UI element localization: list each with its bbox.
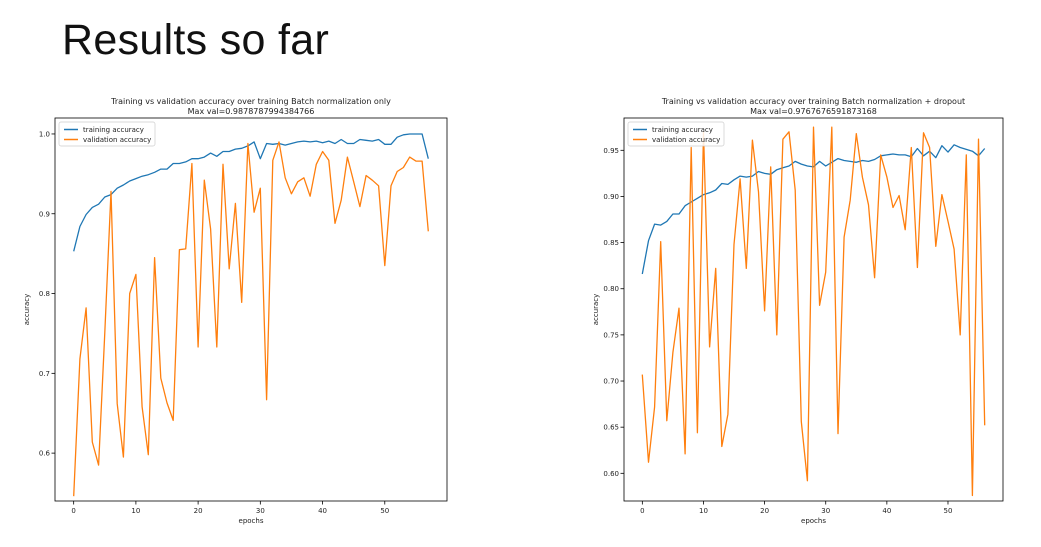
chart-batchnorm-only: Training vs validation accuracy over tra…	[12, 94, 482, 539]
y-tick-label: 0.7	[39, 370, 50, 378]
y-tick-label: 0.9	[39, 210, 50, 218]
plot-frame	[623, 117, 1004, 502]
chart-subtitle: Max val=0.9767676591873168	[750, 107, 877, 116]
legend-label: validation accuracy	[652, 136, 720, 144]
plot-frame	[54, 117, 448, 502]
x-tick-label: 50	[380, 507, 389, 515]
slide-title: Results so far	[62, 16, 330, 64]
y-tick-label: 0.75	[603, 331, 619, 339]
legend-box	[627, 121, 725, 147]
y-tick-label: 0.8	[39, 290, 50, 298]
y-tick-label: 0.80	[603, 285, 619, 293]
x-axis-label: epochs	[239, 517, 264, 525]
chart-svg: Training vs validation accuracy over tra…	[592, 97, 1004, 525]
y-axis-label: accuracy	[23, 294, 31, 326]
x-axis-label: epochs	[801, 517, 826, 525]
legend-label: training accuracy	[83, 126, 144, 134]
x-tick-label: 30	[256, 507, 265, 515]
legend-label: training accuracy	[652, 126, 713, 134]
y-tick-label: 0.6	[39, 450, 51, 458]
chart-title: Training vs validation accuracy over tra…	[661, 97, 965, 106]
chart-subtitle: Max val=0.9878787994384766	[188, 107, 315, 116]
y-tick-label: 0.70	[603, 378, 619, 386]
x-tick-label: 20	[194, 507, 203, 515]
legend-label: validation accuracy	[83, 136, 151, 144]
legend-box	[58, 121, 156, 147]
y-tick-label: 0.95	[603, 147, 619, 155]
chart-title: Training vs validation accuracy over tra…	[110, 97, 391, 106]
x-tick-label: 0	[640, 507, 644, 515]
y-tick-label: 0.90	[603, 193, 619, 201]
series-line-validation	[641, 126, 986, 497]
x-tick-label: 10	[699, 507, 708, 515]
y-axis-label: accuracy	[592, 294, 600, 326]
x-tick-label: 30	[821, 507, 830, 515]
chart-svg: Training vs validation accuracy over tra…	[23, 97, 448, 525]
x-tick-label: 40	[882, 507, 891, 515]
y-tick-label: 0.60	[603, 470, 619, 478]
x-tick-label: 50	[944, 507, 953, 515]
y-tick-label: 1.0	[39, 130, 50, 138]
x-tick-label: 40	[318, 507, 327, 515]
series-line-training	[73, 133, 429, 252]
y-tick-label: 0.85	[603, 239, 619, 247]
x-tick-label: 10	[131, 507, 140, 515]
x-tick-label: 0	[71, 507, 75, 515]
x-tick-label: 20	[760, 507, 769, 515]
chart-batchnorm-dropout: Training vs validation accuracy over tra…	[578, 94, 1038, 539]
y-tick-label: 0.65	[603, 424, 619, 432]
series-line-training	[641, 144, 986, 275]
series-line-validation	[73, 141, 429, 497]
